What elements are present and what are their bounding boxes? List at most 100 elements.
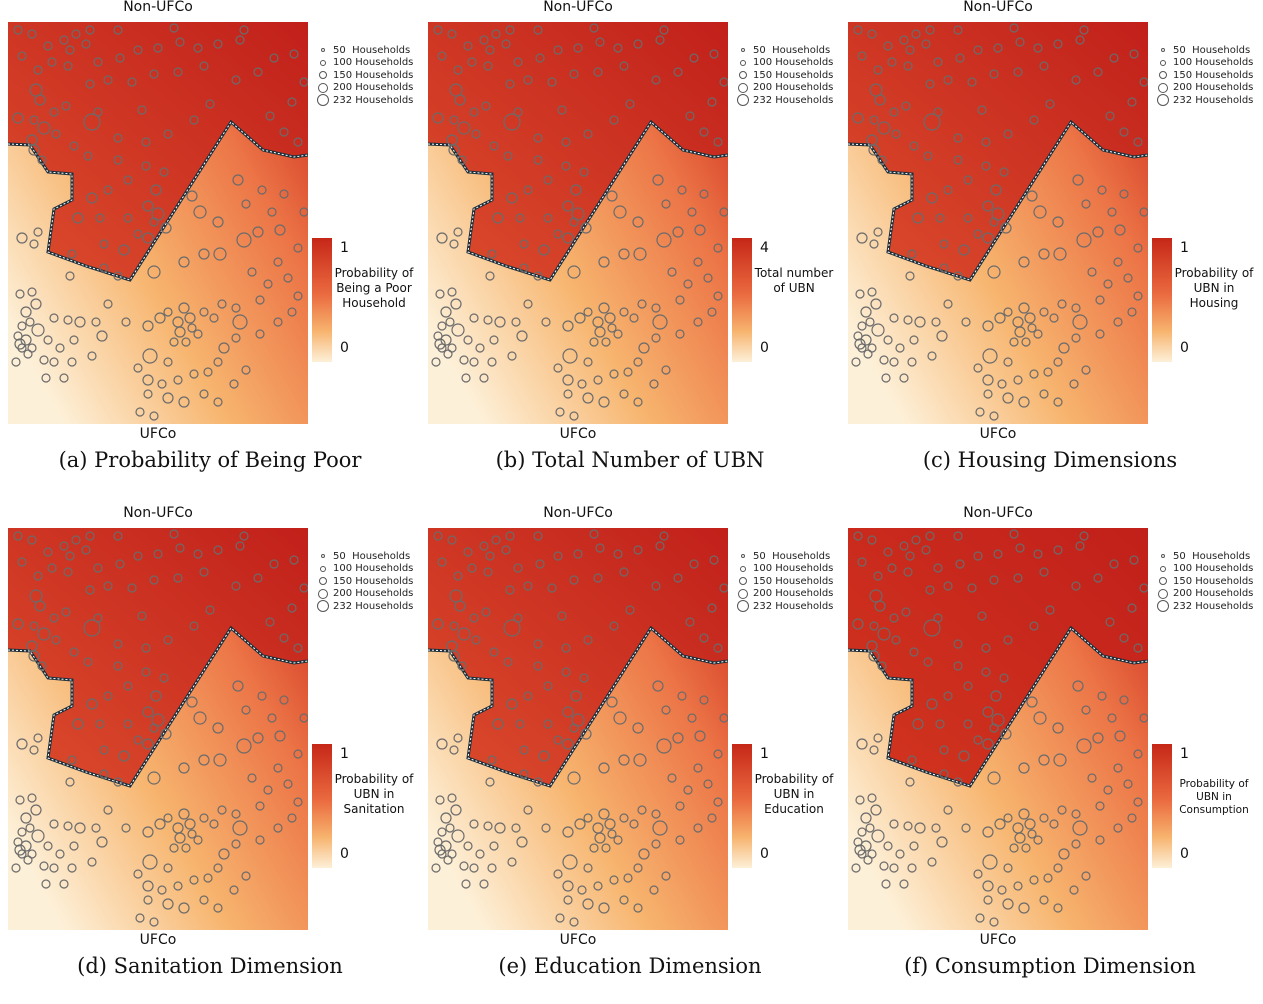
household-circle [241, 199, 251, 209]
size-legend: 50 Households 100 Households 150 Household… [1156, 44, 1260, 107]
household-circle [29, 83, 43, 97]
household-circle [293, 243, 303, 253]
household-circle [719, 207, 728, 217]
household-circle [609, 369, 619, 379]
household-circle [448, 650, 460, 662]
household-circle [485, 271, 495, 281]
household-circle [29, 745, 39, 755]
household-circle [633, 753, 647, 767]
household-circle [457, 661, 467, 671]
household-circle [1024, 312, 1036, 324]
legend-label: 232 Households [333, 94, 414, 106]
household-circle [925, 585, 935, 595]
household-circle [273, 763, 283, 773]
household-circle [1015, 37, 1025, 47]
household-circle [567, 265, 581, 279]
household-circle [150, 690, 162, 702]
household-circle [973, 551, 983, 561]
household-circle [541, 823, 551, 833]
household-circle [193, 835, 203, 845]
household-circle [157, 885, 167, 895]
household-circle [887, 563, 897, 573]
household-circle [435, 289, 445, 299]
household-circle [651, 303, 661, 313]
household-circle [989, 917, 999, 927]
household-circle [869, 589, 883, 603]
map-panel-b: Non-UFCo UFCo 50 Households 100 Households 1… [420, 0, 840, 498]
household-circle [1026, 696, 1038, 708]
heat-map [848, 528, 1148, 930]
household-circle [147, 265, 161, 279]
household-circle [461, 879, 471, 889]
household-circle [651, 839, 661, 849]
household-circle [547, 77, 557, 87]
household-circle [229, 379, 239, 389]
legend-circle-icon [320, 59, 326, 66]
household-circle [59, 35, 69, 45]
household-circle [933, 57, 943, 67]
legend-entry: 50 Households [1156, 550, 1260, 563]
household-circle [1013, 67, 1023, 77]
household-circle [505, 79, 515, 89]
household-circle [1009, 843, 1019, 853]
household-circle [25, 317, 35, 327]
household-circle [515, 719, 525, 729]
household-circle [877, 155, 887, 165]
household-circle [649, 379, 659, 389]
household-circle [562, 232, 574, 244]
household-circle [675, 801, 685, 811]
legend-label: 150 Households [1173, 575, 1254, 587]
household-circle [868, 144, 880, 156]
household-circle [193, 329, 203, 339]
household-circle [867, 343, 877, 353]
household-circle [933, 563, 943, 573]
household-circle [81, 545, 91, 555]
household-circle [1076, 232, 1092, 248]
household-circle [1092, 732, 1104, 744]
legend-label: 150 Households [1173, 69, 1254, 81]
household-circle [1133, 749, 1143, 759]
color-bar [312, 744, 332, 868]
household-circle [943, 185, 953, 195]
household-circle [557, 611, 567, 621]
household-circle [83, 113, 101, 131]
household-circle [487, 863, 497, 873]
heat-map [428, 528, 728, 930]
household-circle [562, 374, 574, 386]
household-circle [580, 222, 592, 234]
household-circle [489, 841, 499, 851]
household-circle [231, 333, 241, 343]
household-circle [451, 829, 465, 843]
legend-label: 100 Households [753, 563, 834, 575]
legend-circle-icon [320, 565, 326, 572]
household-circle [629, 313, 639, 323]
legend-entry: 100 Households [736, 563, 840, 576]
household-circle [178, 396, 190, 408]
household-circle [709, 49, 719, 59]
household-circle [47, 563, 57, 573]
household-circle [59, 373, 69, 383]
household-circle [874, 94, 886, 106]
household-circle [613, 711, 627, 725]
household-circle [981, 643, 991, 653]
household-circle [637, 299, 647, 309]
household-circle [903, 567, 913, 577]
household-circle [181, 337, 191, 347]
household-circle [914, 822, 926, 834]
household-circle [299, 77, 308, 87]
household-circle [469, 357, 479, 367]
household-circle [37, 121, 51, 135]
household-circle [1058, 848, 1070, 860]
household-circle [479, 373, 489, 383]
household-circle [609, 875, 619, 885]
household-circle [953, 25, 963, 35]
household-circle [43, 335, 53, 345]
household-circle [118, 244, 130, 256]
legend-label: 150 Households [753, 575, 834, 587]
household-circle [677, 185, 687, 195]
household-circle [609, 115, 619, 125]
color-bar-min: 0 [1180, 340, 1189, 356]
household-circle [989, 575, 999, 585]
household-circle [503, 657, 513, 667]
household-circle [163, 357, 173, 367]
